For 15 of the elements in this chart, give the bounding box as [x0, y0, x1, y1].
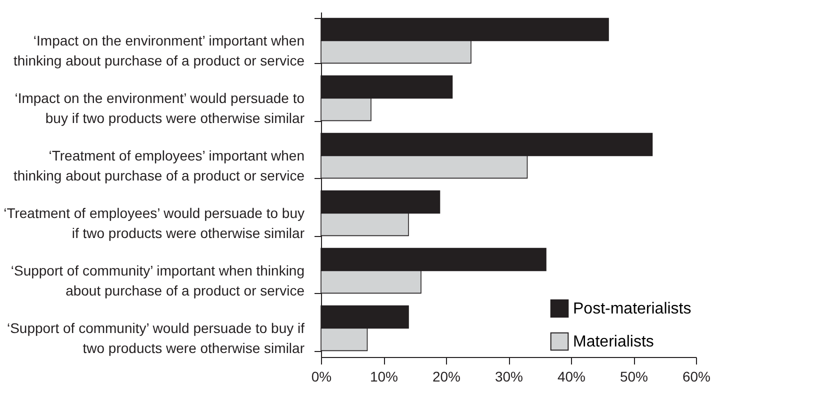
y-tick-label: ‘Treatment of employees’ would persuade to buy if two products were otherwise similar	[4, 204, 305, 241]
x-tick-label: 40%	[557, 368, 586, 384]
x-tick-label: 0%	[311, 368, 332, 384]
x-tick-label: 10%	[370, 368, 398, 384]
y-tick-label: ‘Treatment of employees’ important when thinking about purchase of a product or service	[13, 147, 305, 184]
x-tick-label: 50%	[620, 368, 648, 384]
y-tick-label: ‘Support of community’ would persuade to buy if two products were otherwise similar	[6, 320, 305, 356]
y-tick-label: ‘Impact on the environment’ would persuade to buy if two products were otherwise similar	[14, 90, 305, 126]
x-tick-label: 30%	[494, 368, 524, 384]
y-tick-label: ‘Impact on the environment’ important when thinking about purchase of a product or service	[13, 32, 305, 68]
y-tick-label: ‘Support of community’ important when thinking about purchase of a product or service	[10, 262, 305, 298]
x-tick-label: 60%	[682, 368, 711, 384]
legend-label: Materialists	[573, 334, 654, 350]
x-tick-label: 20%	[432, 368, 461, 384]
legend-label: Post-materialists	[573, 300, 692, 318]
